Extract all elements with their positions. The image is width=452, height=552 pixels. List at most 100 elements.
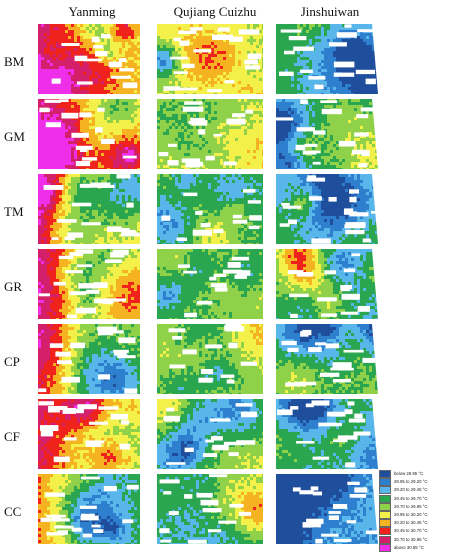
heat-cell [125, 378, 128, 381]
heat-cell [86, 342, 89, 345]
heat-cell [110, 354, 113, 357]
heat-cell [101, 306, 104, 309]
building-footprint [51, 237, 58, 240]
heat-cell [107, 444, 110, 447]
heat-cell [101, 354, 104, 357]
heat-cell [104, 336, 107, 339]
heat-cell [110, 207, 113, 210]
heat-cell [44, 228, 47, 231]
heat-cell [53, 57, 56, 60]
heat-cell [113, 24, 116, 27]
heat-cell [92, 231, 95, 234]
heat-cell [74, 390, 77, 393]
heat-cell [104, 237, 107, 240]
heat-cell [122, 141, 125, 144]
heat-cell [107, 222, 110, 225]
heat-cell [62, 153, 65, 156]
building-footprint [118, 228, 130, 231]
heat-cell [65, 399, 68, 402]
heat-cell [101, 156, 104, 159]
heat-cell [134, 417, 137, 420]
heat-cell [56, 366, 59, 369]
heat-cell [44, 222, 47, 225]
heat-cell [38, 72, 41, 75]
heat-cell [47, 84, 50, 87]
heat-cell [50, 438, 53, 441]
heat-cell [62, 120, 65, 123]
heat-cell [134, 72, 137, 75]
heat-cell [50, 285, 53, 288]
heat-cell [134, 132, 137, 135]
heat-cell [77, 228, 80, 231]
heat-cell [131, 45, 134, 48]
heat-cell [71, 426, 74, 429]
heat-cell [74, 24, 77, 27]
heat-cell [104, 384, 107, 387]
heat-cell [110, 345, 113, 348]
heat-cell [74, 48, 77, 51]
heat-cell [110, 156, 113, 159]
heat-cell [125, 360, 128, 363]
heat-cell [80, 465, 83, 468]
heat-cell [113, 312, 116, 315]
heat-cell [80, 90, 83, 93]
heat-cell [47, 90, 50, 93]
heat-cell [62, 156, 65, 159]
heat-cell [74, 150, 77, 153]
heat-cell [50, 69, 53, 72]
heat-cell [101, 249, 104, 252]
heat-cell [113, 174, 116, 177]
heat-cell [47, 363, 50, 366]
heat-cell [53, 132, 56, 135]
heat-cell [113, 411, 116, 414]
heat-cell [119, 186, 122, 189]
heat-cell [107, 147, 110, 150]
heat-cell [98, 138, 101, 141]
heat-cell [122, 333, 125, 336]
heat-cell [107, 177, 110, 180]
heat-cell [131, 99, 134, 102]
heat-cell [104, 81, 107, 84]
heat-cell [47, 345, 50, 348]
heat-cell [47, 165, 50, 168]
heat-cell [131, 438, 134, 441]
heat-cell [74, 75, 77, 78]
heat-cell [56, 267, 59, 270]
heat-cell [113, 207, 116, 210]
heat-cell [77, 174, 80, 177]
heat-cell [98, 141, 101, 144]
heat-cell [62, 384, 65, 387]
heat-cell [71, 399, 74, 402]
heat-cell [128, 72, 131, 75]
heat-cell [44, 468, 47, 469]
heat-cell [65, 108, 68, 111]
heat-cell [128, 327, 131, 330]
heat-cell [104, 264, 107, 267]
heat-cell [47, 351, 50, 354]
heat-cell [68, 240, 71, 243]
heat-cell [77, 225, 80, 228]
heat-cell [89, 270, 92, 273]
heat-cell [107, 294, 110, 297]
heat-cell [128, 90, 131, 93]
heat-cell [116, 444, 119, 447]
heat-cell [119, 195, 122, 198]
heat-cell [92, 333, 95, 336]
heat-cell [116, 117, 119, 120]
heat-cell [92, 132, 95, 135]
building-footprint [105, 259, 122, 263]
heat-cell [50, 309, 53, 312]
heat-cell [104, 39, 107, 42]
heat-cell [50, 165, 53, 168]
heat-cell [98, 279, 101, 282]
heat-cell [98, 27, 101, 30]
heat-cell [44, 444, 47, 447]
heat-cell [92, 390, 95, 393]
heat-cell [119, 156, 122, 159]
heat-cell [62, 105, 65, 108]
heat-cell [119, 222, 122, 225]
heat-cell [128, 132, 131, 135]
heat-cell [128, 27, 131, 30]
heat-cell [62, 393, 65, 394]
heat-cell [110, 126, 113, 129]
